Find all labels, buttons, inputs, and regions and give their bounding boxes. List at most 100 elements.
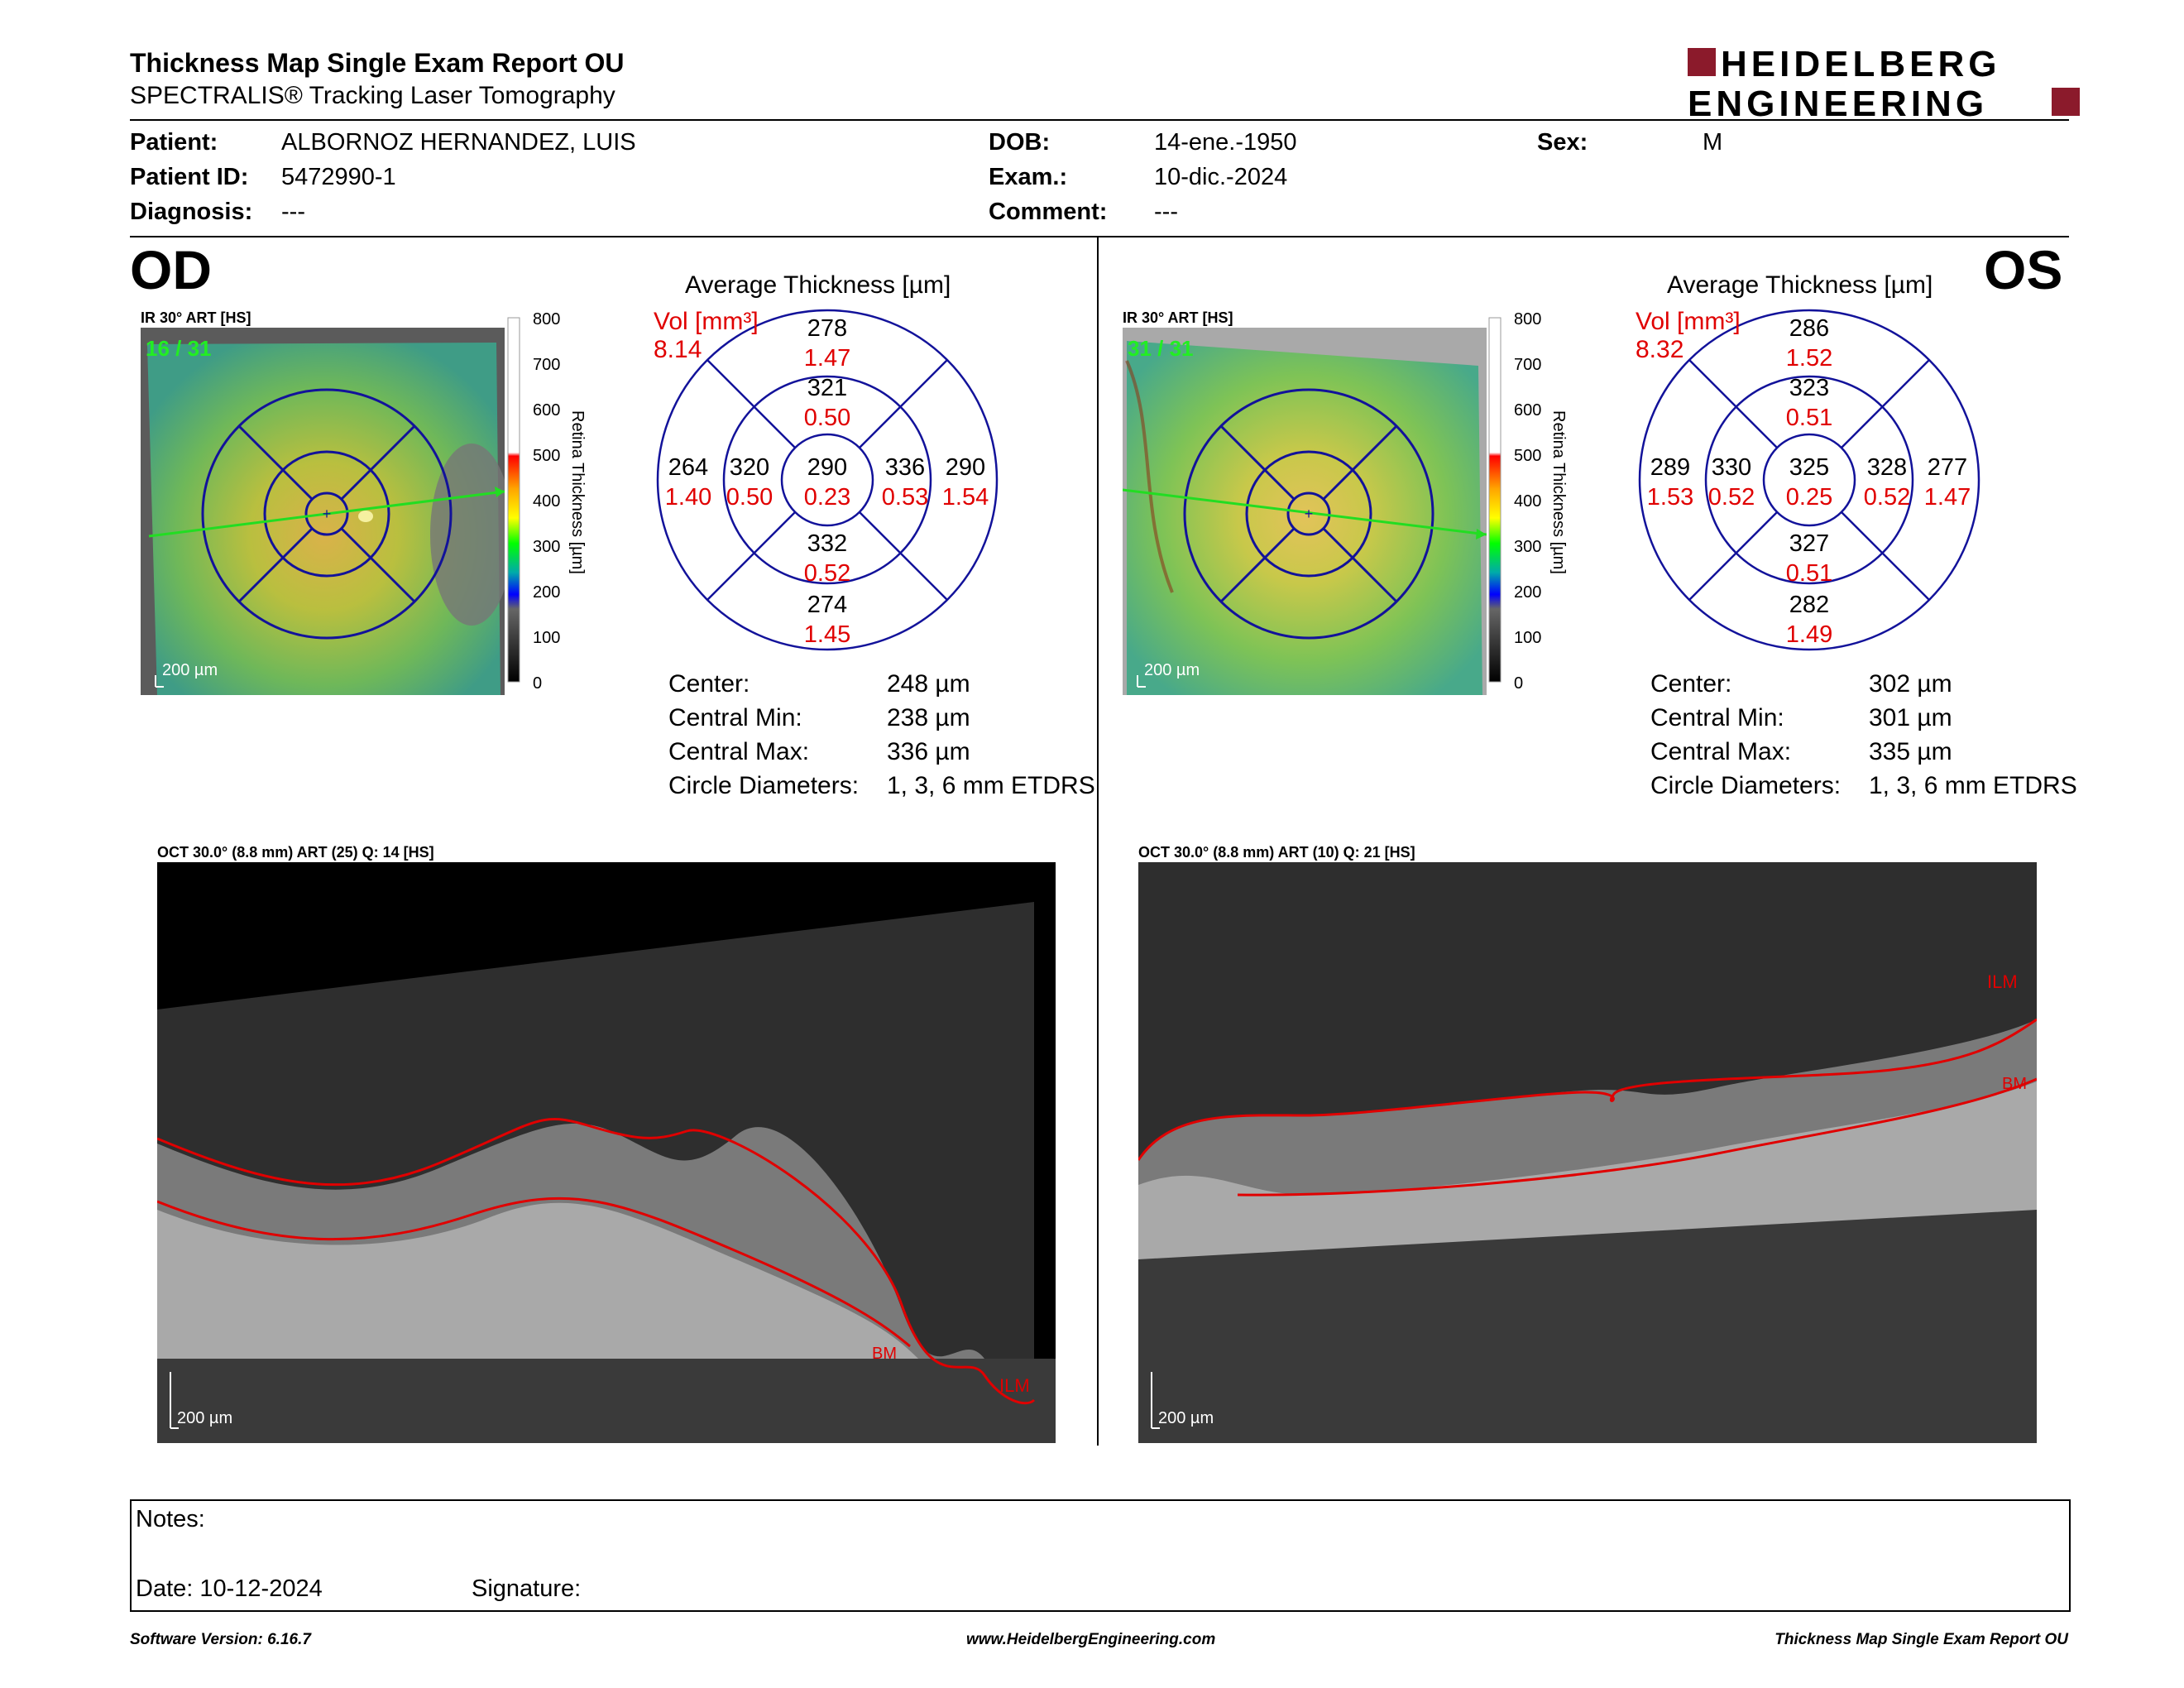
os-vol-label: Vol [mm³] xyxy=(1636,308,1741,335)
os-outer-bottom: 282 xyxy=(1789,592,1829,618)
od-stat-value: 1, 3, 6 mm ETDRS xyxy=(887,772,1095,799)
od-cb-tick: 400 xyxy=(533,492,560,511)
od-stat-value: 238 µm xyxy=(887,704,970,731)
od-inner-left-vol: 0.50 xyxy=(726,484,773,511)
os-scale-label: 200 µm xyxy=(1144,661,1200,679)
os-outer-top: 286 xyxy=(1789,315,1829,342)
od-cb-tick: 800 xyxy=(533,310,560,328)
os-inner-bottom-vol: 0.51 xyxy=(1786,560,1832,587)
os-eye-label: OS xyxy=(1984,239,2063,300)
signature-label: Signature: xyxy=(472,1575,582,1602)
patient-label: Patient: xyxy=(130,129,218,156)
patient-name: ALBORNOZ HERNANDEZ, LUIS xyxy=(281,129,636,156)
os-cb-tick: 700 xyxy=(1514,356,1541,374)
os-oct-label: OCT 30.0° (8.8 mm) ART (10) Q: 21 [HS] xyxy=(1138,844,1415,861)
os-stat-value: 335 µm xyxy=(1869,738,1952,765)
os-cb-tick: 500 xyxy=(1514,447,1541,465)
od-inner-bottom: 332 xyxy=(807,530,847,557)
od-outer-right-vol: 1.54 xyxy=(942,484,989,511)
os-cb-tick: 600 xyxy=(1514,401,1541,420)
os-inner-left: 330 xyxy=(1712,454,1751,481)
od-inner-right: 336 xyxy=(885,454,925,481)
logo-line2: ENGINEERING xyxy=(1688,84,1988,121)
os-center: 325 xyxy=(1789,454,1829,481)
od-oct-scale: 200 µm xyxy=(177,1409,232,1427)
patient-id-value: 5472990-1 xyxy=(281,164,396,190)
os-outer-left: 289 xyxy=(1650,454,1690,481)
od-stat-value: 336 µm xyxy=(887,738,970,765)
os-stat-label: Circle Diameters: xyxy=(1650,772,1842,799)
diagnosis-value: --- xyxy=(281,199,305,225)
od-vol-value: 8.14 xyxy=(654,336,702,363)
od-frame-counter: 16 / 31 xyxy=(146,336,212,361)
od-outer-bottom: 274 xyxy=(807,592,847,618)
os-cb-title: Retina Thickness [µm] xyxy=(1549,410,1568,574)
os-frame-counter: 31 / 31 xyxy=(1128,336,1194,361)
od-inner-left: 320 xyxy=(730,454,769,481)
os-stat-value: 1, 3, 6 mm ETDRS xyxy=(1869,772,2077,799)
od-cb-tick: 200 xyxy=(533,583,560,602)
footer-report: Thickness Map Single Exam Report OU xyxy=(1774,1631,2068,1648)
od-oct-scan: BM ILM 200 µm xyxy=(157,862,1056,1443)
comment-label: Comment: xyxy=(989,199,1108,225)
od-ir-label: IR 30° ART [HS] xyxy=(141,309,251,326)
od-avg-title: Average Thickness [µm] xyxy=(685,271,951,299)
od-inner-top: 321 xyxy=(807,375,847,401)
od-etdrs-grid: 278 1.47 321 0.50 264 1.40 320 0.50 290 … xyxy=(656,309,999,651)
exam-label: Exam.: xyxy=(989,164,1068,190)
comment-value: --- xyxy=(1154,199,1178,225)
heidelberg-logo: HEIDELBERG ENGINEERING xyxy=(1688,44,2080,121)
patient-id-label: Patient ID: xyxy=(130,164,249,190)
sex-value: M xyxy=(1703,129,1723,156)
os-ir-label: IR 30° ART [HS] xyxy=(1123,309,1233,326)
os-cb-tick: 400 xyxy=(1514,492,1541,511)
os-cb-tick: 200 xyxy=(1514,583,1541,602)
od-thickness-map: + 16 / 31 200 µm xyxy=(141,328,505,695)
exam-value: 10-dic.-2024 xyxy=(1154,164,1288,190)
date-label: Date: 10-12-2024 xyxy=(136,1575,323,1602)
od-scale-label: 200 µm xyxy=(162,661,218,679)
os-stat-label: Central Min: xyxy=(1650,704,1784,731)
os-cb-tick: 800 xyxy=(1514,310,1541,328)
os-inner-right: 328 xyxy=(1867,454,1907,481)
diagnosis-label: Diagnosis: xyxy=(130,199,253,225)
os-vol-value: 8.32 xyxy=(1636,336,1684,363)
os-outer-left-vol: 1.53 xyxy=(1647,484,1693,511)
os-inner-top: 323 xyxy=(1789,375,1829,401)
eye-divider xyxy=(1097,237,1099,1446)
od-outer-top-vol: 1.47 xyxy=(804,345,850,372)
od-oct-label: OCT 30.0° (8.8 mm) ART (25) Q: 14 [HS] xyxy=(157,844,434,861)
od-bm-label: BM xyxy=(872,1345,897,1363)
dob-label: DOB: xyxy=(989,129,1051,156)
os-inner-left-vol: 0.52 xyxy=(1708,484,1755,511)
od-inner-right-vol: 0.53 xyxy=(882,484,928,511)
od-outer-right: 290 xyxy=(946,454,985,481)
os-stat-label: Central Max: xyxy=(1650,738,1792,765)
od-stat-value: 248 µm xyxy=(887,670,970,698)
os-inner-top-vol: 0.51 xyxy=(1786,405,1832,431)
od-ilm-label: ILM xyxy=(999,1375,1030,1396)
od-outer-left-vol: 1.40 xyxy=(665,484,711,511)
os-cb-tick: 300 xyxy=(1514,538,1541,556)
report-subtitle: SPECTRALIS® Tracking Laser Tomography xyxy=(130,82,615,109)
os-ilm-label: ILM xyxy=(1987,971,2018,992)
od-stat-label: Central Min: xyxy=(668,704,802,731)
notes-box[interactable] xyxy=(130,1499,2071,1612)
od-cb-tick: 600 xyxy=(533,401,560,420)
os-etdrs-grid: 286 1.52 323 0.51 289 1.53 330 0.52 325 … xyxy=(1638,309,1980,651)
os-oct-scan: ILM BM 200 µm xyxy=(1138,862,2037,1443)
os-colorbar: 800 700 600 500 400 300 200 100 0 Retina… xyxy=(1488,310,1568,692)
os-center-vol: 0.25 xyxy=(1786,484,1832,511)
os-outer-top-vol: 1.52 xyxy=(1786,345,1832,372)
footer-website[interactable]: www.HeidelbergEngineering.com xyxy=(966,1631,1216,1648)
od-cb-title: Retina Thickness [µm] xyxy=(568,410,587,574)
svg-text:+: + xyxy=(1305,506,1314,522)
od-colorbar: 800 700 600 500 400 300 200 100 0 Retina… xyxy=(507,310,587,692)
od-cb-tick: 0 xyxy=(533,674,542,692)
logo-line1: HEIDELBERG xyxy=(1721,44,2000,84)
od-cb-tick: 300 xyxy=(533,538,560,556)
os-stat-value: 302 µm xyxy=(1869,670,1952,698)
os-outer-right: 277 xyxy=(1928,454,1967,481)
od-stat-label: Center: xyxy=(668,670,750,698)
os-inner-right-vol: 0.52 xyxy=(1864,484,1910,511)
